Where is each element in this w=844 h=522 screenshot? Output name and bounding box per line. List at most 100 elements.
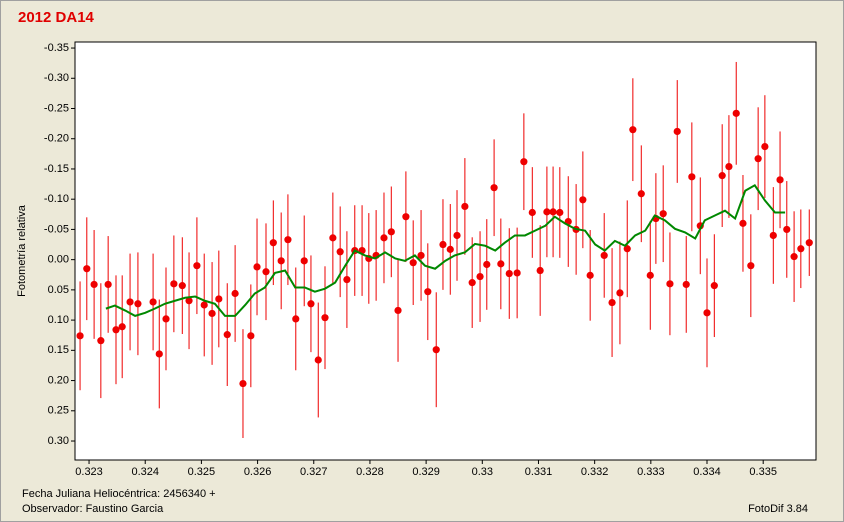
data-point xyxy=(432,346,440,354)
chart-title: 2012 DA14 xyxy=(18,9,95,26)
data-point xyxy=(747,262,755,270)
data-point xyxy=(126,298,134,306)
smoothed-line xyxy=(105,183,786,317)
data-point xyxy=(629,126,637,134)
data-point xyxy=(380,234,388,242)
data-point xyxy=(262,268,270,276)
data-point xyxy=(468,279,476,287)
data-point xyxy=(200,301,208,309)
data-point xyxy=(543,208,551,216)
data-point xyxy=(528,208,536,217)
y-tick-label: 0.10 xyxy=(48,314,69,326)
data-point xyxy=(586,271,594,279)
data-point xyxy=(231,289,239,298)
footer-note: Observador: Faustino Garcia xyxy=(22,503,164,515)
data-point xyxy=(646,271,654,279)
y-tick-label: 0.20 xyxy=(48,374,69,386)
data-point xyxy=(193,262,201,270)
x-tick-label: 0.335 xyxy=(749,466,777,478)
data-point xyxy=(284,236,292,244)
data-point xyxy=(776,176,784,184)
data-point xyxy=(637,190,645,198)
y-tick-label: 0.25 xyxy=(48,405,69,417)
data-point xyxy=(453,231,461,240)
data-point xyxy=(394,306,402,315)
data-point xyxy=(112,326,120,334)
y-axis-label: Fotometría relativa xyxy=(16,204,28,297)
data-point xyxy=(439,240,447,249)
data-point xyxy=(277,257,285,265)
data-point xyxy=(797,245,805,253)
y-tick-label: -0.30 xyxy=(44,72,69,84)
data-point xyxy=(682,280,690,289)
data-point xyxy=(623,245,631,253)
data-point xyxy=(300,257,308,265)
data-point xyxy=(307,300,315,308)
data-point xyxy=(118,323,126,331)
data-point xyxy=(608,298,616,307)
data-point xyxy=(659,210,667,218)
x-tick-label: 0.334 xyxy=(693,466,721,478)
data-point xyxy=(761,142,769,151)
data-point xyxy=(387,228,395,236)
data-point xyxy=(424,288,432,296)
data-point xyxy=(769,231,777,240)
x-tick-label: 0.324 xyxy=(131,466,159,478)
x-tick-label: 0.325 xyxy=(188,466,216,478)
data-point xyxy=(718,172,726,180)
data-point xyxy=(170,280,178,288)
y-tick-label: -0.15 xyxy=(44,163,69,175)
data-point xyxy=(673,127,681,136)
data-point xyxy=(321,314,329,322)
data-point xyxy=(732,109,740,117)
y-tick-label: 0.15 xyxy=(48,344,69,356)
x-tick-label: 0.332 xyxy=(581,466,609,478)
data-point xyxy=(162,315,170,323)
data-point xyxy=(223,331,231,339)
data-point xyxy=(497,260,505,268)
x-tick-label: 0.333 xyxy=(637,466,665,478)
data-point xyxy=(215,295,223,303)
data-point xyxy=(446,245,454,253)
data-point xyxy=(149,298,157,306)
data-point xyxy=(513,269,521,277)
data-point xyxy=(790,253,798,261)
data-point xyxy=(505,269,513,278)
data-point xyxy=(185,297,193,305)
data-point xyxy=(536,266,544,275)
x-tick-label: 0.328 xyxy=(356,466,384,478)
y-tick-label: -0.35 xyxy=(44,42,69,54)
data-point xyxy=(247,332,255,340)
data-point xyxy=(739,219,747,227)
data-point xyxy=(461,202,469,211)
y-tick-label: 0.00 xyxy=(48,254,69,266)
data-point xyxy=(783,225,791,234)
data-point xyxy=(178,282,186,290)
x-tick-label: 0.331 xyxy=(525,466,553,478)
y-tick-label: 0.05 xyxy=(48,284,69,296)
x-tick-label: 0.327 xyxy=(300,466,328,478)
data-point xyxy=(710,282,718,290)
data-point xyxy=(476,272,484,281)
data-point xyxy=(490,184,498,192)
data-point xyxy=(314,356,322,364)
data-point xyxy=(239,379,247,388)
data-point xyxy=(343,275,351,284)
data-point xyxy=(83,265,91,273)
footer-note: Fecha Juliana Heliocéntrica: 2456340 + xyxy=(22,488,216,500)
data-point xyxy=(688,173,696,181)
data-point xyxy=(556,208,564,217)
data-point xyxy=(600,251,608,260)
data-point xyxy=(520,158,528,166)
data-point xyxy=(805,239,813,247)
y-tick-label: -0.10 xyxy=(44,193,69,205)
data-point xyxy=(409,259,417,267)
footer-note: FotoDif 3.84 xyxy=(748,503,808,515)
data-point xyxy=(253,263,261,271)
x-tick-label: 0.33 xyxy=(472,466,493,478)
data-point xyxy=(579,196,587,204)
data-point xyxy=(208,309,216,318)
data-point xyxy=(725,162,733,171)
